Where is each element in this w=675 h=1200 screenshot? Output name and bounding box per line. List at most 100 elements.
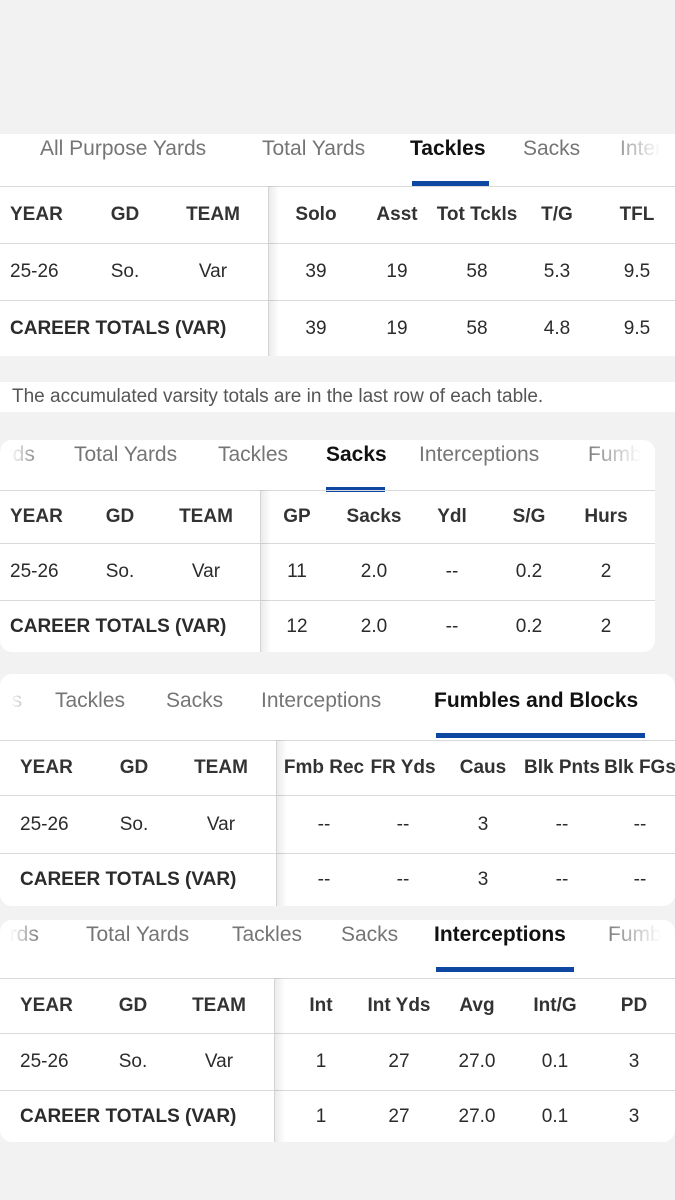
table-row: 25-26 So. Var 39 19 58 5.3 9.5 bbox=[0, 243, 675, 300]
column-header-int-g: Int/G bbox=[533, 995, 577, 1016]
cell-ydl: -- bbox=[445, 561, 459, 582]
cell-solo: 39 bbox=[305, 261, 327, 282]
tab-interceptions[interactable]: Interceptions bbox=[434, 923, 566, 946]
column-header-gd: GD bbox=[110, 204, 140, 225]
scroll-fade-left bbox=[0, 440, 40, 492]
cell-avg: 27.0 bbox=[458, 1105, 496, 1127]
cell-team: Var bbox=[204, 1051, 234, 1072]
cell-ydl: -- bbox=[445, 615, 459, 637]
cell-fmb-rec: -- bbox=[317, 813, 331, 835]
tab-total-yards[interactable]: Total Yards bbox=[86, 923, 190, 946]
column-header-year: YEAR bbox=[10, 506, 63, 527]
tab-all-purpose-yards[interactable]: All Purpose Yards bbox=[40, 137, 207, 160]
scroll-fade-left bbox=[0, 920, 40, 972]
column-header-pd: PD bbox=[620, 995, 648, 1016]
cell-gd: So. bbox=[110, 261, 140, 282]
stats-table: YEAR GD TEAM Solo Asst Tot Tckls T/G TFL 25-26 So… bbox=[0, 134, 675, 356]
column-header-s-g: S/G bbox=[512, 506, 546, 527]
cell-gd: So. bbox=[118, 1051, 148, 1072]
cell-blk-pnts: -- bbox=[555, 813, 569, 835]
tab-fumbles-and-blocks[interactable]: Fumbles and Blocks bbox=[434, 689, 639, 712]
career-totals-row: CAREER TOTALS (VAR) -- -- 3 -- -- bbox=[0, 853, 675, 906]
column-header-ydl: Ydl bbox=[437, 506, 467, 527]
table-row: 25-26 So. Var 11 2.0 -- 0.2 2 bbox=[0, 543, 655, 600]
frozen-column-shadow bbox=[269, 186, 279, 356]
cell-year: 25-26 bbox=[20, 813, 69, 835]
tab-tackles[interactable]: Tackles bbox=[232, 923, 303, 946]
column-header-int-yds: Int Yds bbox=[367, 995, 431, 1016]
column-header-gd: GD bbox=[118, 995, 148, 1016]
stats-card-3: dsTacklesSacksInterceptionsFumbles and B… bbox=[0, 674, 675, 906]
cell-tot-tckls: 58 bbox=[466, 261, 488, 282]
tab-total-yards[interactable]: Total Yards bbox=[74, 443, 178, 466]
tab-total-yards[interactable]: Total Yards bbox=[262, 137, 366, 160]
cell-year: 25-26 bbox=[10, 561, 59, 582]
cell-tot-tckls: 58 bbox=[466, 317, 488, 339]
stats-table: YEAR GD TEAM Int Int Yds Avg Int/G PD 25-26 So. Va… bbox=[0, 920, 675, 1142]
cell-t-g: 5.3 bbox=[543, 261, 571, 282]
scroll-fade-right bbox=[605, 134, 675, 186]
tab-tackles[interactable]: Tackles bbox=[218, 443, 289, 466]
table-row: 25-26 So. Var -- -- 3 -- -- bbox=[0, 795, 675, 853]
totals-note: The accumulated varsity totals are in th… bbox=[0, 382, 675, 412]
tab-tackles[interactable]: Tackles bbox=[55, 689, 126, 712]
cell-tfl: 9.5 bbox=[623, 317, 651, 339]
column-header-blk-fgs: Blk FGs bbox=[604, 757, 675, 778]
cell-int-g: 0.1 bbox=[541, 1105, 569, 1127]
column-header-year: YEAR bbox=[20, 757, 73, 778]
cell-gd: So. bbox=[105, 561, 135, 582]
stats-table: YEAR GD TEAM GP Sacks Ydl S/G Hurs 25-26 So. Var 11… bbox=[0, 440, 655, 652]
tab-sacks[interactable]: Sacks bbox=[523, 137, 581, 160]
table-header-row: YEAR GD TEAM Int Int Yds Avg Int/G PD bbox=[0, 978, 675, 1033]
column-header-tfl: TFL bbox=[619, 204, 655, 225]
column-header-fr-yds: FR Yds bbox=[370, 757, 436, 778]
frozen-column-divider bbox=[260, 490, 261, 652]
cell-year: 25-26 bbox=[20, 1051, 69, 1072]
cell-sacks: 2.0 bbox=[360, 615, 388, 637]
cell-int: 1 bbox=[315, 1105, 327, 1127]
table-header-row: YEAR GD TEAM Solo Asst Tot Tckls T/G TFL bbox=[0, 186, 675, 243]
cell-fr-yds: -- bbox=[396, 869, 410, 890]
tab-interceptions[interactable]: Interceptions bbox=[261, 689, 382, 712]
table-header-row: YEAR GD TEAM Fmb Rec FR Yds Caus Blk Pnts Blk F… bbox=[0, 740, 675, 795]
cell-year: CAREER TOTALS (VAR) bbox=[10, 317, 227, 339]
cell-year: CAREER TOTALS (VAR) bbox=[20, 1105, 237, 1127]
tab-tackles[interactable]: Tackles bbox=[410, 137, 486, 160]
scroll-fade-left bbox=[0, 686, 40, 738]
cell-asst: 19 bbox=[386, 317, 408, 339]
column-header-team: TEAM bbox=[194, 757, 248, 778]
cell-gp: 11 bbox=[287, 561, 307, 582]
cell-t-g: 4.8 bbox=[543, 317, 571, 339]
column-header-solo: Solo bbox=[295, 204, 337, 225]
cell-int-yds: 27 bbox=[388, 1051, 410, 1072]
active-tab-indicator bbox=[326, 487, 385, 492]
cell-year: 25-26 bbox=[10, 261, 59, 282]
cell-int-yds: 27 bbox=[388, 1105, 410, 1127]
cell-caus: 3 bbox=[477, 869, 489, 890]
tab-sacks[interactable]: Sacks bbox=[326, 443, 387, 466]
frozen-column-shadow bbox=[261, 490, 271, 652]
tab-sacks[interactable]: Sacks bbox=[341, 923, 399, 946]
scroll-fade-left bbox=[0, 134, 40, 186]
cell-int: 1 bbox=[315, 1051, 327, 1072]
tab-sacks[interactable]: Sacks bbox=[166, 689, 224, 712]
tab-interceptions[interactable]: Interceptions bbox=[419, 443, 540, 466]
column-header-team: TEAM bbox=[179, 506, 233, 527]
cell-avg: 27.0 bbox=[458, 1051, 496, 1072]
cell-int-g: 0.1 bbox=[541, 1051, 569, 1072]
column-header-team: TEAM bbox=[186, 204, 240, 225]
cell-pd: 3 bbox=[628, 1051, 640, 1072]
cell-team: Var bbox=[198, 261, 228, 282]
column-header-int: Int bbox=[309, 995, 333, 1016]
cell-gp: 12 bbox=[286, 615, 308, 637]
active-tab-indicator bbox=[412, 181, 489, 186]
column-header-gd: GD bbox=[119, 757, 149, 778]
frozen-column-shadow bbox=[277, 740, 287, 906]
career-totals-row: CAREER TOTALS (VAR) 1 27 27.0 0.1 3 bbox=[0, 1090, 675, 1142]
cell-year: CAREER TOTALS (VAR) bbox=[20, 869, 237, 890]
column-header-sacks: Sacks bbox=[346, 506, 402, 527]
